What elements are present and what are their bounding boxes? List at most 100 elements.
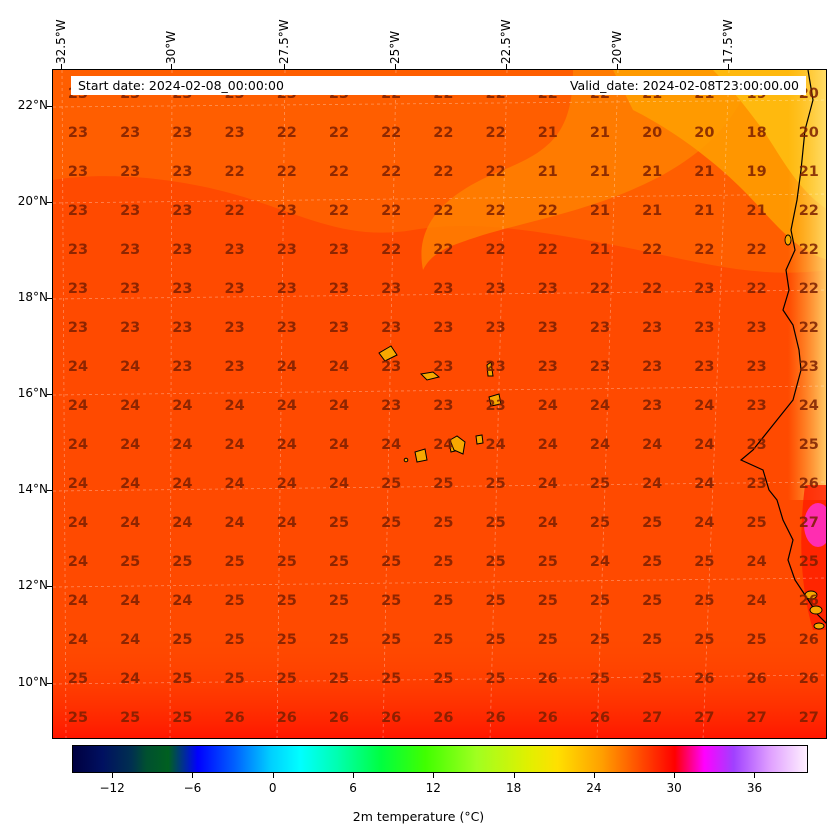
grid-value-label: 22 — [486, 125, 506, 141]
grid-value-label: 24 — [590, 437, 610, 453]
grid-value-label: 23 — [747, 398, 767, 414]
grid-value-label: 22 — [381, 242, 401, 258]
grid-value-label: 25 — [694, 593, 714, 609]
grid-value-label: 25 — [538, 632, 558, 648]
grid-value-label: 22 — [433, 203, 453, 219]
grid-value-label: 23 — [381, 320, 401, 336]
grid-value-label: 23 — [120, 320, 140, 336]
grid-value-label: 26 — [277, 710, 297, 726]
grid-value-label: 22 — [747, 281, 767, 297]
grid-value-label: 24 — [120, 515, 140, 531]
grid-value-label: 21 — [590, 125, 610, 141]
grid-value-label: 23 — [381, 359, 401, 375]
grid-value-label: 25 — [486, 671, 506, 687]
grid-value-label: 23 — [538, 359, 558, 375]
grid-value-label: 25 — [172, 632, 192, 648]
grid-value-label: 22 — [538, 242, 558, 258]
start-date-label: Start date: 2024-02-08_00:00:00 — [78, 78, 284, 93]
grid-value-label: 23 — [225, 281, 245, 297]
lon-tick — [61, 64, 62, 69]
grid-value-label: 23 — [538, 281, 558, 297]
grid-value-label: 25 — [225, 671, 245, 687]
grid-value-label: 25 — [486, 632, 506, 648]
grid-value-label: 22 — [225, 203, 245, 219]
grid-value-label: 23 — [486, 359, 506, 375]
grid-value-label: 25 — [120, 710, 140, 726]
grid-value-label: 24 — [277, 476, 297, 492]
grid-value-label: 23 — [433, 359, 453, 375]
grid-value-label: 21 — [799, 164, 819, 180]
grid-value-label: 22 — [694, 242, 714, 258]
grid-value-label: 24 — [694, 398, 714, 414]
grid-value-label: 23 — [381, 281, 401, 297]
grid-value-label: 24 — [329, 398, 349, 414]
grid-value-label: 24 — [68, 476, 88, 492]
grid-value-label: 21 — [590, 203, 610, 219]
grid-value-label: 26 — [381, 710, 401, 726]
grid-value-label: 24 — [120, 476, 140, 492]
grid-value-label: 23 — [642, 320, 662, 336]
grid-value-label: 25 — [277, 554, 297, 570]
grid-value-label: 23 — [225, 125, 245, 141]
lon-label-17-5w: 17.5°W — [721, 19, 735, 64]
grid-value-label: 26 — [225, 710, 245, 726]
grid-value-label: 25 — [799, 437, 819, 453]
grid-value-label: 25 — [68, 710, 88, 726]
grid-value-label: 22 — [538, 203, 558, 219]
grid-value-label: 23 — [68, 203, 88, 219]
grid-value-label: 23 — [120, 281, 140, 297]
grid-value-label: 23 — [68, 125, 88, 141]
grid-value-label: 25 — [381, 515, 401, 531]
grid-value-label: 23 — [642, 398, 662, 414]
grid-value-label: 24 — [172, 398, 192, 414]
grid-value-label: 24 — [538, 515, 558, 531]
grid-value-label: 24 — [277, 359, 297, 375]
grid-value-label: 22 — [381, 164, 401, 180]
colorbar-tick — [192, 773, 194, 778]
grid-value-label: 18 — [747, 125, 767, 141]
lon-label-20w: 20°W — [610, 30, 624, 64]
grid-value-label: 26 — [799, 632, 819, 648]
grid-value-label: 26 — [799, 593, 819, 609]
grid-value-label: 20 — [642, 125, 662, 141]
colorbar-tick-label: −6 — [183, 781, 202, 795]
grid-value-label: 25 — [486, 554, 506, 570]
colorbar-tick — [674, 773, 676, 778]
lat-label-18n: 18°N — [17, 290, 48, 304]
grid-value-label: 23 — [381, 398, 401, 414]
grid-value-label: 24 — [381, 437, 401, 453]
grid-value-label: 23 — [120, 203, 140, 219]
colorbar-tick-label: −12 — [99, 781, 125, 795]
grid-value-label: 25 — [747, 515, 767, 531]
grid-value-label: 25 — [277, 632, 297, 648]
lon-label-32-5w: 32.5°W — [54, 19, 68, 64]
land-hot-spot — [804, 503, 826, 547]
grid-value-label: 22 — [433, 164, 453, 180]
grid-value-label: 22 — [277, 164, 297, 180]
grid-value-label: 24 — [68, 437, 88, 453]
grid-value-label: 20 — [694, 125, 714, 141]
grid-value-label: 25 — [68, 671, 88, 687]
grid-value-label: 24 — [486, 437, 506, 453]
lon-tick — [728, 64, 729, 69]
grid-value-label: 27 — [799, 710, 819, 726]
colorbar-tick — [513, 773, 515, 778]
grid-value-label: 24 — [120, 437, 140, 453]
grid-value-label: 25 — [329, 554, 349, 570]
grid-value-label: 22 — [642, 242, 662, 258]
grid-value-label: 23 — [172, 164, 192, 180]
colorbar — [72, 745, 808, 773]
grid-value-label: 25 — [694, 632, 714, 648]
grid-value-label: 25 — [642, 554, 662, 570]
grid-value-label: 23 — [120, 125, 140, 141]
colorbar-tick-label: 30 — [666, 781, 682, 795]
grid-value-label: 24 — [433, 437, 453, 453]
grid-value-label: 25 — [694, 554, 714, 570]
grid-value-label: 24 — [68, 398, 88, 414]
grid-value-label: 25 — [642, 632, 662, 648]
colorbar-tick — [353, 773, 355, 778]
grid-value-label: 24 — [120, 671, 140, 687]
grid-value-label: 23 — [172, 320, 192, 336]
grid-value-label: 27 — [747, 710, 767, 726]
grid-value-label: 24 — [329, 476, 349, 492]
